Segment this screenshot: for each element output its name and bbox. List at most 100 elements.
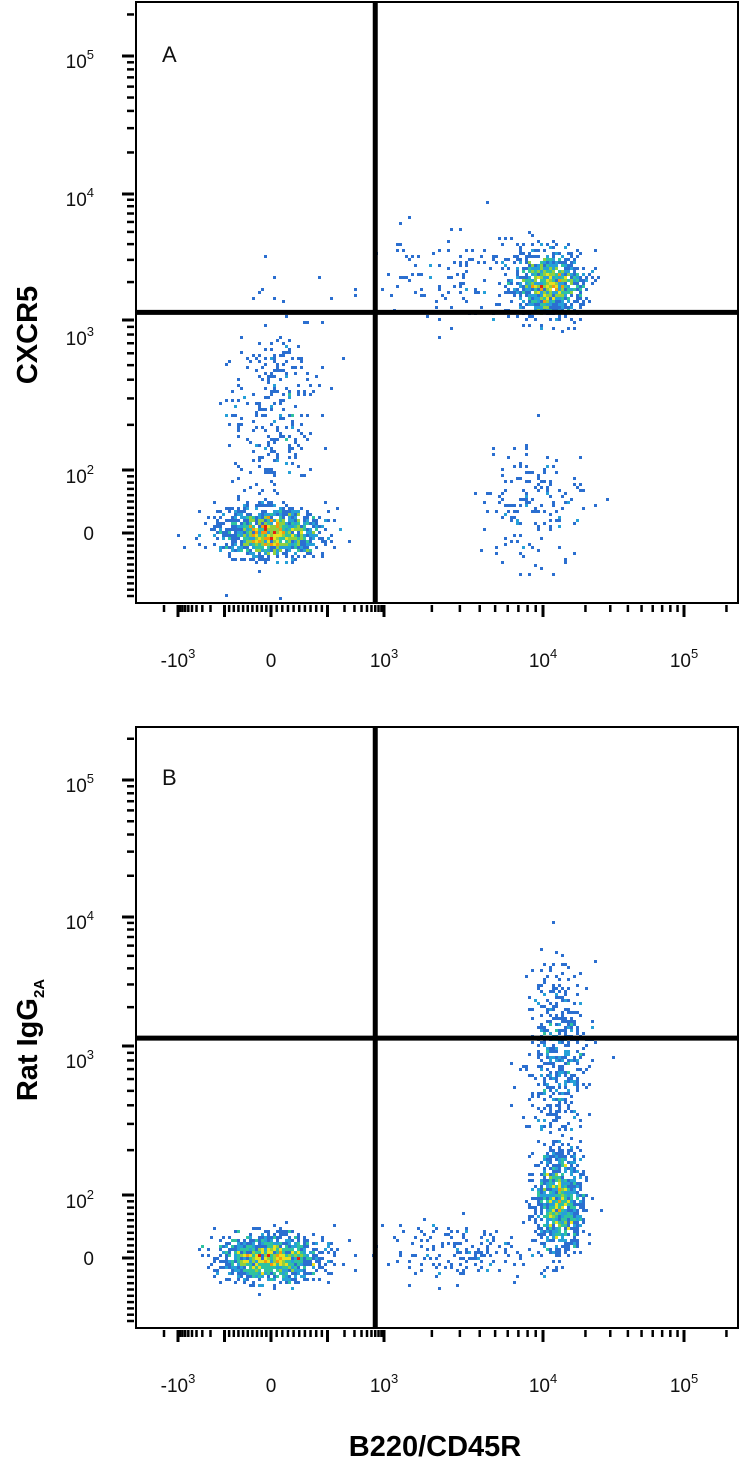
density-dot [522, 1263, 525, 1266]
density-dot [531, 270, 534, 273]
density-dot [195, 537, 198, 540]
density-dot [399, 1224, 402, 1227]
density-dot [531, 1215, 534, 1218]
density-dot [396, 243, 399, 246]
density-dot [225, 534, 228, 537]
density-dot [225, 1242, 228, 1245]
density-dot [558, 1227, 561, 1230]
density-dot [255, 1239, 258, 1242]
density-dot [540, 1053, 543, 1056]
density-dot [483, 528, 486, 531]
density-dot [573, 267, 576, 270]
density-dot [537, 1191, 540, 1194]
density-dot [543, 1230, 546, 1233]
density-dot [594, 504, 597, 507]
density-dot [294, 552, 297, 555]
density-dot [237, 1257, 240, 1260]
density-dot [294, 1269, 297, 1272]
density-dot [276, 537, 279, 540]
density-dot [297, 537, 300, 540]
density-dot [282, 1251, 285, 1254]
density-dot [288, 537, 291, 540]
density-dot [270, 525, 273, 528]
density-dot [264, 324, 267, 327]
density-dot [549, 1176, 552, 1179]
density-dot [276, 549, 279, 552]
density-dot [546, 1203, 549, 1206]
density-dot [279, 525, 282, 528]
density-dot [564, 1110, 567, 1113]
density-dot [552, 921, 555, 924]
density-dot [519, 1257, 522, 1260]
density-dot [567, 1185, 570, 1188]
density-dot [549, 1050, 552, 1053]
density-dot [531, 1074, 534, 1077]
density-dot [432, 1245, 435, 1248]
density-dot [246, 402, 249, 405]
density-dot [540, 1005, 543, 1008]
density-dot [252, 1263, 255, 1266]
density-dot [492, 255, 495, 258]
density-dot [579, 972, 582, 975]
density-dot [255, 528, 258, 531]
density-dot [279, 432, 282, 435]
density-dot [558, 1209, 561, 1212]
density-dot [570, 306, 573, 309]
density-dot [558, 1164, 561, 1167]
density-dot [276, 534, 279, 537]
density-dot [540, 1227, 543, 1230]
density-dot [312, 1263, 315, 1266]
density-dot [243, 534, 246, 537]
density-dot [561, 255, 564, 258]
density-dot [450, 228, 453, 231]
density-dot [555, 1113, 558, 1116]
density-dot [543, 291, 546, 294]
density-dot [237, 399, 240, 402]
density-dot [510, 480, 513, 483]
density-dot [477, 1257, 480, 1260]
density-dot [528, 252, 531, 255]
density-dot [537, 1188, 540, 1191]
density-dot [285, 1257, 288, 1260]
density-dot [258, 501, 261, 504]
density-dot [558, 276, 561, 279]
density-dot [540, 279, 543, 282]
density-dot [303, 435, 306, 438]
density-dot [465, 270, 468, 273]
density-dot [567, 1224, 570, 1227]
density-dot [252, 354, 255, 357]
density-dot [567, 1104, 570, 1107]
density-dot [582, 279, 585, 282]
density-dot [447, 1260, 450, 1263]
density-dot [549, 1206, 552, 1209]
density-dot [330, 1260, 333, 1263]
density-dot [237, 423, 240, 426]
density-dot [297, 1248, 300, 1251]
density-dot [549, 1227, 552, 1230]
density-dot [504, 537, 507, 540]
density-dot [435, 306, 438, 309]
density-dot [447, 1233, 450, 1236]
density-dot [516, 1251, 519, 1254]
density-dot [225, 1263, 228, 1266]
density-dot [273, 357, 276, 360]
density-dot [234, 519, 237, 522]
density-dot [549, 1200, 552, 1203]
density-dot [267, 546, 270, 549]
density-dot [312, 516, 315, 519]
density-dot [297, 1239, 300, 1242]
density-dot [531, 234, 534, 237]
density-dot [567, 999, 570, 1002]
density-dot [267, 453, 270, 456]
density-dot [282, 531, 285, 534]
density-dot [552, 1170, 555, 1173]
density-dot [258, 402, 261, 405]
density-dot [228, 1236, 231, 1239]
density-dot [579, 1173, 582, 1176]
density-dot [297, 1266, 300, 1269]
density-dot [246, 537, 249, 540]
density-dot [297, 555, 300, 558]
density-dot [555, 1050, 558, 1053]
density-dot [306, 1245, 309, 1248]
density-dot [438, 1287, 441, 1290]
